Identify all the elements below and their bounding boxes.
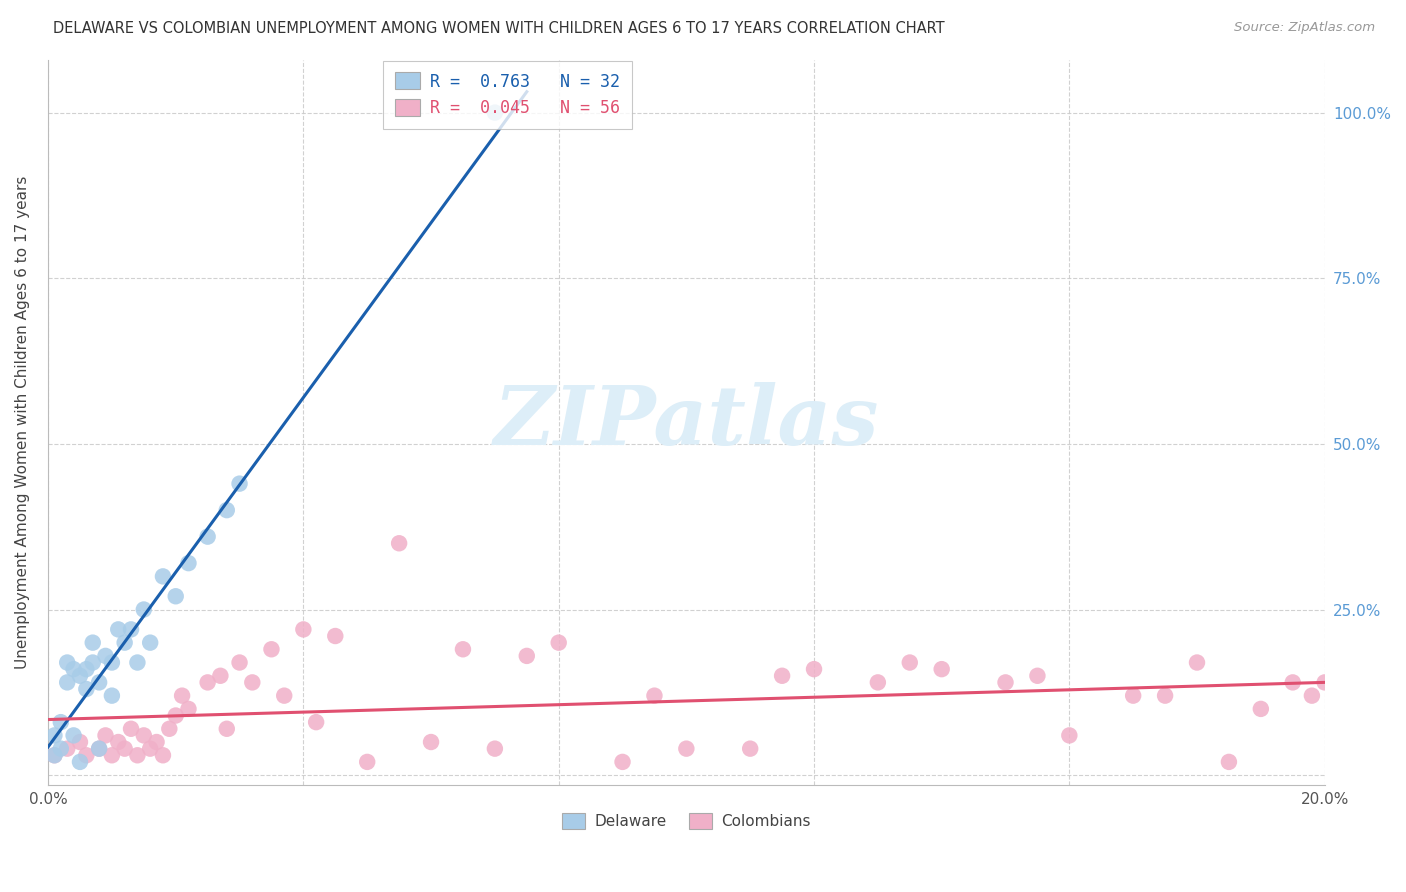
Point: [1313, 675, 1336, 690]
Point: [1218, 755, 1240, 769]
Point: [132, 728, 155, 742]
Point: [516, 648, 538, 663]
Point: [172, 689, 194, 703]
Point: [451, 642, 474, 657]
Text: Source: ZipAtlas.com: Source: ZipAtlas.com: [1234, 21, 1375, 35]
Point: [49, 715, 72, 730]
Point: [44, 748, 66, 763]
Point: [323, 629, 346, 643]
Point: [69, 735, 91, 749]
Point: [157, 722, 180, 736]
Point: [56, 741, 79, 756]
Point: [120, 623, 142, 637]
Point: [209, 669, 232, 683]
Point: [388, 536, 411, 550]
Point: [484, 741, 506, 756]
Point: [165, 589, 187, 603]
Point: [145, 735, 167, 749]
Point: [101, 689, 124, 703]
Point: [75, 748, 97, 763]
Point: [612, 755, 634, 769]
Point: [114, 635, 136, 649]
Point: [273, 689, 295, 703]
Point: [197, 675, 219, 690]
Point: [87, 741, 110, 756]
Point: [177, 556, 200, 570]
Point: [215, 503, 238, 517]
Point: [132, 602, 155, 616]
Point: [994, 675, 1017, 690]
Point: [165, 708, 187, 723]
Point: [931, 662, 953, 676]
Point: [87, 675, 110, 690]
Point: [356, 755, 378, 769]
Point: [215, 722, 238, 736]
Point: [127, 748, 149, 763]
Point: [114, 741, 136, 756]
Point: [75, 681, 97, 696]
Point: [228, 656, 250, 670]
Point: [1122, 689, 1144, 703]
Point: [1250, 702, 1272, 716]
Point: [82, 656, 104, 670]
Point: [547, 635, 569, 649]
Point: [740, 741, 762, 756]
Text: ZIPatlas: ZIPatlas: [494, 383, 879, 462]
Point: [866, 675, 889, 690]
Point: [420, 735, 443, 749]
Point: [260, 642, 283, 657]
Point: [56, 675, 79, 690]
Point: [1026, 669, 1049, 683]
Point: [305, 715, 328, 730]
Point: [643, 689, 665, 703]
Point: [120, 722, 142, 736]
Point: [87, 741, 110, 756]
Point: [770, 669, 793, 683]
Y-axis label: Unemployment Among Women with Children Ages 6 to 17 years: Unemployment Among Women with Children A…: [15, 176, 30, 669]
Point: [675, 741, 697, 756]
Text: DELAWARE VS COLOMBIAN UNEMPLOYMENT AMONG WOMEN WITH CHILDREN AGES 6 TO 17 YEARS : DELAWARE VS COLOMBIAN UNEMPLOYMENT AMONG…: [53, 21, 945, 37]
Point: [101, 748, 124, 763]
Point: [292, 623, 315, 637]
Point: [62, 662, 84, 676]
Point: [56, 656, 79, 670]
Point: [484, 105, 506, 120]
Point: [139, 635, 162, 649]
Point: [1059, 728, 1081, 742]
Point: [94, 648, 117, 663]
Point: [152, 569, 174, 583]
Point: [152, 748, 174, 763]
Point: [197, 530, 219, 544]
Point: [75, 662, 97, 676]
Point: [139, 741, 162, 756]
Point: [44, 748, 66, 763]
Point: [69, 669, 91, 683]
Point: [62, 728, 84, 742]
Point: [107, 623, 129, 637]
Point: [49, 741, 72, 756]
Point: [107, 735, 129, 749]
Legend: Delaware, Colombians: Delaware, Colombians: [555, 807, 817, 836]
Point: [101, 656, 124, 670]
Point: [898, 656, 921, 670]
Point: [1185, 656, 1208, 670]
Point: [803, 662, 825, 676]
Point: [177, 702, 200, 716]
Point: [44, 728, 66, 742]
Point: [240, 675, 263, 690]
Point: [1154, 689, 1177, 703]
Point: [82, 635, 104, 649]
Point: [94, 728, 117, 742]
Point: [69, 755, 91, 769]
Point: [228, 476, 250, 491]
Point: [1281, 675, 1303, 690]
Point: [1301, 689, 1323, 703]
Point: [127, 656, 149, 670]
